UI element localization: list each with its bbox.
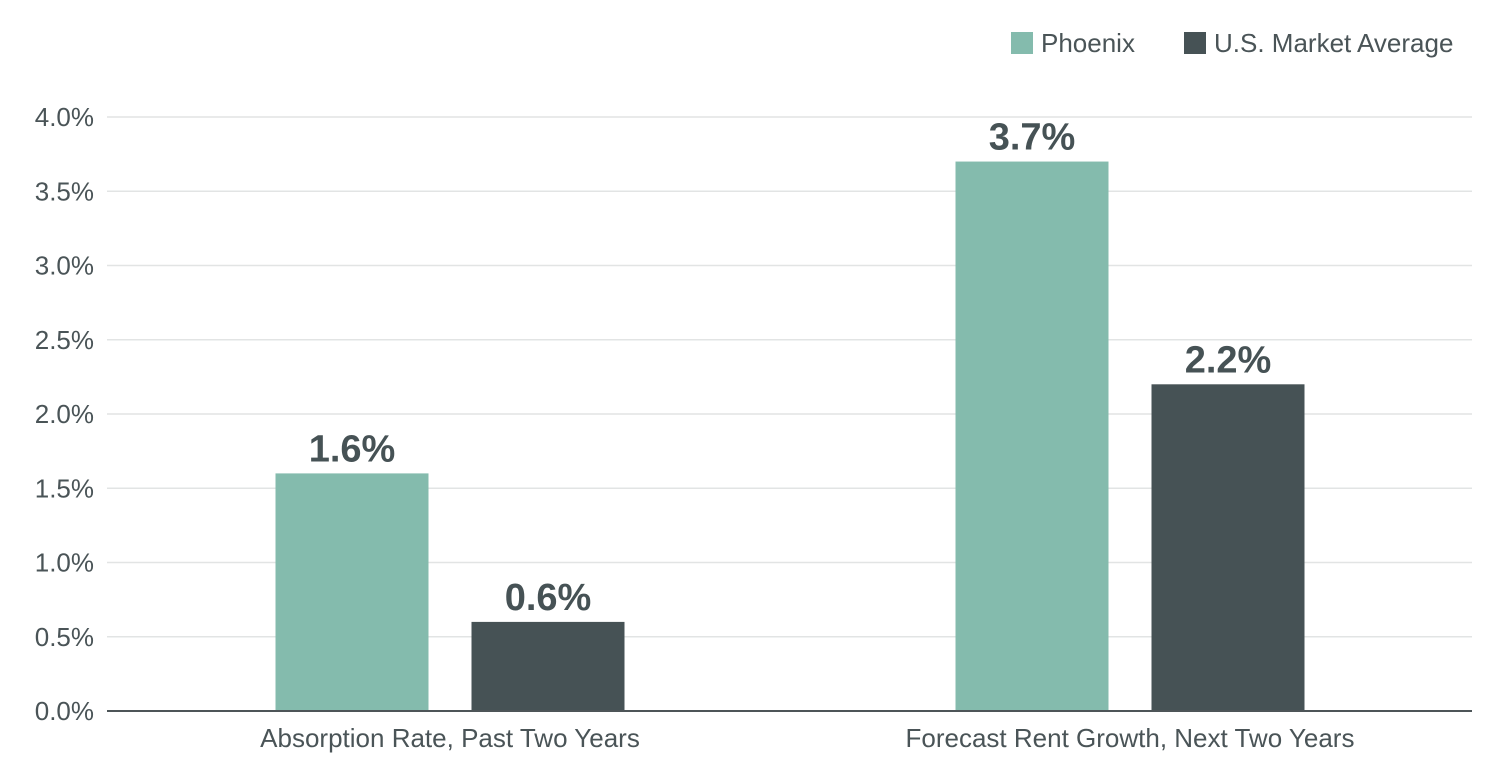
- y-axis-tick-labels: 0.0% 0.5% 1.0% 1.5% 2.0% 2.5% 3.0% 3.5% 4.0%: [35, 102, 94, 726]
- bar-phoenix-0: [275, 473, 429, 711]
- data-labels: 1.6% 0.6% 3.7% 2.2%: [309, 117, 1272, 619]
- x-category-label: Forecast Rent Growth, Next Two Years: [906, 723, 1355, 753]
- x-axis-category-labels: Absorption Rate, Past Two Years Forecast …: [260, 723, 1354, 753]
- y-tick-label: 2.5%: [35, 325, 94, 355]
- y-tick-label: 0.0%: [35, 696, 94, 726]
- data-label: 0.6%: [505, 577, 592, 619]
- y-tick-label: 1.0%: [35, 548, 94, 578]
- legend: Phoenix U.S. Market Average: [1011, 28, 1453, 58]
- x-category-label: Absorption Rate, Past Two Years: [260, 723, 640, 753]
- bars: [275, 161, 1305, 712]
- data-label: 3.7%: [989, 117, 1076, 159]
- legend-swatch: [1184, 32, 1206, 54]
- y-tick-label: 2.0%: [35, 399, 94, 429]
- data-label: 1.6%: [309, 428, 396, 470]
- y-tick-label: 0.5%: [35, 622, 94, 652]
- legend-label: Phoenix: [1041, 28, 1135, 58]
- legend-swatch: [1011, 32, 1033, 54]
- y-tick-label: 1.5%: [35, 473, 94, 503]
- data-label: 2.2%: [1185, 339, 1272, 381]
- y-tick-label: 4.0%: [35, 102, 94, 132]
- y-tick-label: 3.5%: [35, 176, 94, 206]
- bar-us-market-average-1: [1151, 384, 1305, 711]
- bar-us-market-average-0: [471, 621, 625, 711]
- legend-label: U.S. Market Average: [1214, 28, 1453, 58]
- bar-phoenix-1: [955, 161, 1109, 712]
- y-tick-label: 3.0%: [35, 251, 94, 281]
